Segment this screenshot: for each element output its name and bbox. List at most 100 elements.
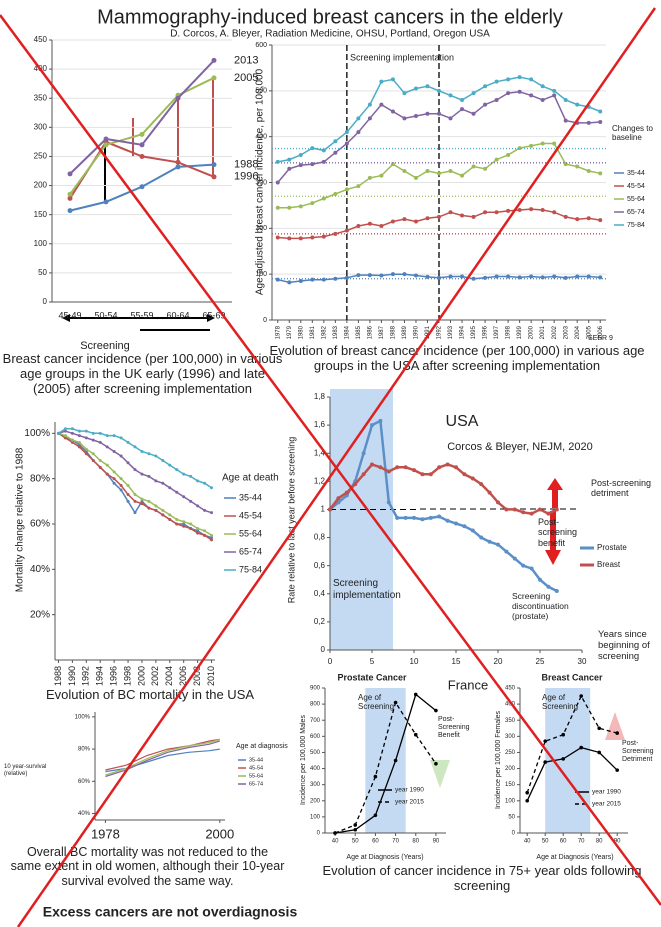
data-point: [543, 739, 547, 743]
data-point: [140, 497, 144, 501]
legend-label: Breast: [597, 560, 621, 569]
data-point: [182, 495, 186, 499]
chart-title: USA: [446, 413, 479, 430]
data-point: [139, 142, 145, 148]
legend-label: 45-54: [239, 510, 262, 520]
data-point: [196, 504, 200, 508]
data-point: [370, 462, 374, 467]
data-point: [517, 208, 522, 212]
data-point: [437, 214, 441, 219]
x-tick-label: 60: [372, 839, 379, 845]
data-point: [543, 760, 547, 764]
data-point: [367, 221, 372, 226]
data-point: [529, 274, 534, 279]
x-tick-label: 1995: [471, 325, 477, 339]
x-tick-label: 5: [370, 657, 375, 666]
data-point: [552, 93, 557, 98]
data-point: [168, 513, 172, 517]
annotation: Age of Screening: [542, 693, 579, 712]
x-tick-label: 2006: [598, 325, 604, 339]
annotation: Post-Screening Detriment: [622, 740, 654, 764]
data-point: [529, 143, 534, 148]
x-tick-label: 50: [542, 839, 549, 845]
data-point: [437, 514, 442, 519]
y-tick-label: 0,6: [314, 561, 326, 570]
data-point: [353, 823, 358, 827]
y-tick-label: 1,4: [314, 448, 326, 457]
y-tick-label: 50: [508, 814, 515, 820]
x-tick-label: 70: [578, 839, 585, 845]
data-point: [310, 235, 315, 240]
data-point: [175, 490, 179, 494]
data-point: [367, 102, 372, 107]
data-point: [105, 463, 109, 467]
data-point: [91, 438, 95, 442]
data-point: [161, 508, 165, 512]
x-tick-label: 1989: [402, 325, 408, 339]
shaded-region: [330, 389, 393, 650]
data-point: [552, 210, 557, 215]
legend-label: 55-64: [249, 773, 263, 779]
data-point: [425, 274, 430, 279]
x-tick-label: 2003: [563, 325, 569, 339]
data-point: [84, 436, 88, 440]
data-point: [310, 162, 315, 167]
data-point: [517, 75, 522, 80]
data-point: [196, 527, 200, 531]
data-point: [119, 477, 123, 481]
data-point: [437, 88, 441, 93]
data-point: [126, 440, 130, 444]
data-point: [298, 236, 303, 241]
data-point: [139, 184, 145, 190]
data-point: [140, 472, 144, 476]
series-label: 2013: [234, 54, 258, 66]
series-line: [58, 428, 212, 489]
group-label: France: [448, 677, 488, 692]
data-point: [483, 102, 488, 107]
data-point: [287, 280, 292, 285]
x-tick-label: 1984: [344, 325, 350, 339]
data-point: [56, 431, 60, 435]
data-point: [529, 77, 534, 82]
y-tick-label: 700: [310, 718, 321, 724]
data-point: [356, 116, 361, 121]
caption: Evolution of cancer incidence in 75+ yea…: [322, 863, 642, 893]
y-tick-label: 600: [255, 42, 267, 49]
data-point: [373, 774, 378, 779]
y-tick-label: 200: [505, 766, 516, 772]
annotation: Post-screening detriment: [591, 478, 652, 499]
x-tick-label: 1978: [275, 325, 281, 339]
data-point: [506, 208, 511, 213]
x-tick-label: 1982: [321, 325, 327, 339]
y-tick-label: 0: [317, 831, 321, 837]
data-point: [356, 273, 361, 278]
y-tick-label: 100%: [24, 428, 50, 439]
x-tick-label: 25: [536, 657, 545, 666]
poster-title: Mammography-induced breast cancers in th…: [97, 6, 563, 28]
data-point: [598, 218, 603, 223]
series-label: 2005: [234, 72, 258, 84]
arrowhead: [545, 550, 561, 565]
caption: Overall BC mortality was not reduced to …: [10, 845, 285, 888]
data-point: [133, 499, 137, 503]
data-point: [402, 116, 407, 121]
data-point: [105, 445, 109, 449]
data-point: [310, 277, 315, 282]
data-point: [321, 159, 326, 164]
data-point: [175, 517, 179, 521]
data-point: [552, 274, 557, 279]
data-point: [402, 272, 407, 277]
y-tick-label: 60%: [78, 779, 91, 785]
data-point: [70, 438, 74, 442]
data-point: [175, 159, 181, 165]
data-point: [552, 88, 557, 93]
x-tick-label: 2010: [206, 666, 216, 686]
data-point: [393, 758, 398, 763]
x-tick-label: 1985: [356, 325, 362, 339]
x-tick-label: 1996: [109, 666, 119, 686]
data-point: [378, 418, 383, 423]
data-point: [168, 517, 172, 521]
data-point: [540, 98, 545, 102]
x-tick-label: 1980: [298, 325, 304, 339]
